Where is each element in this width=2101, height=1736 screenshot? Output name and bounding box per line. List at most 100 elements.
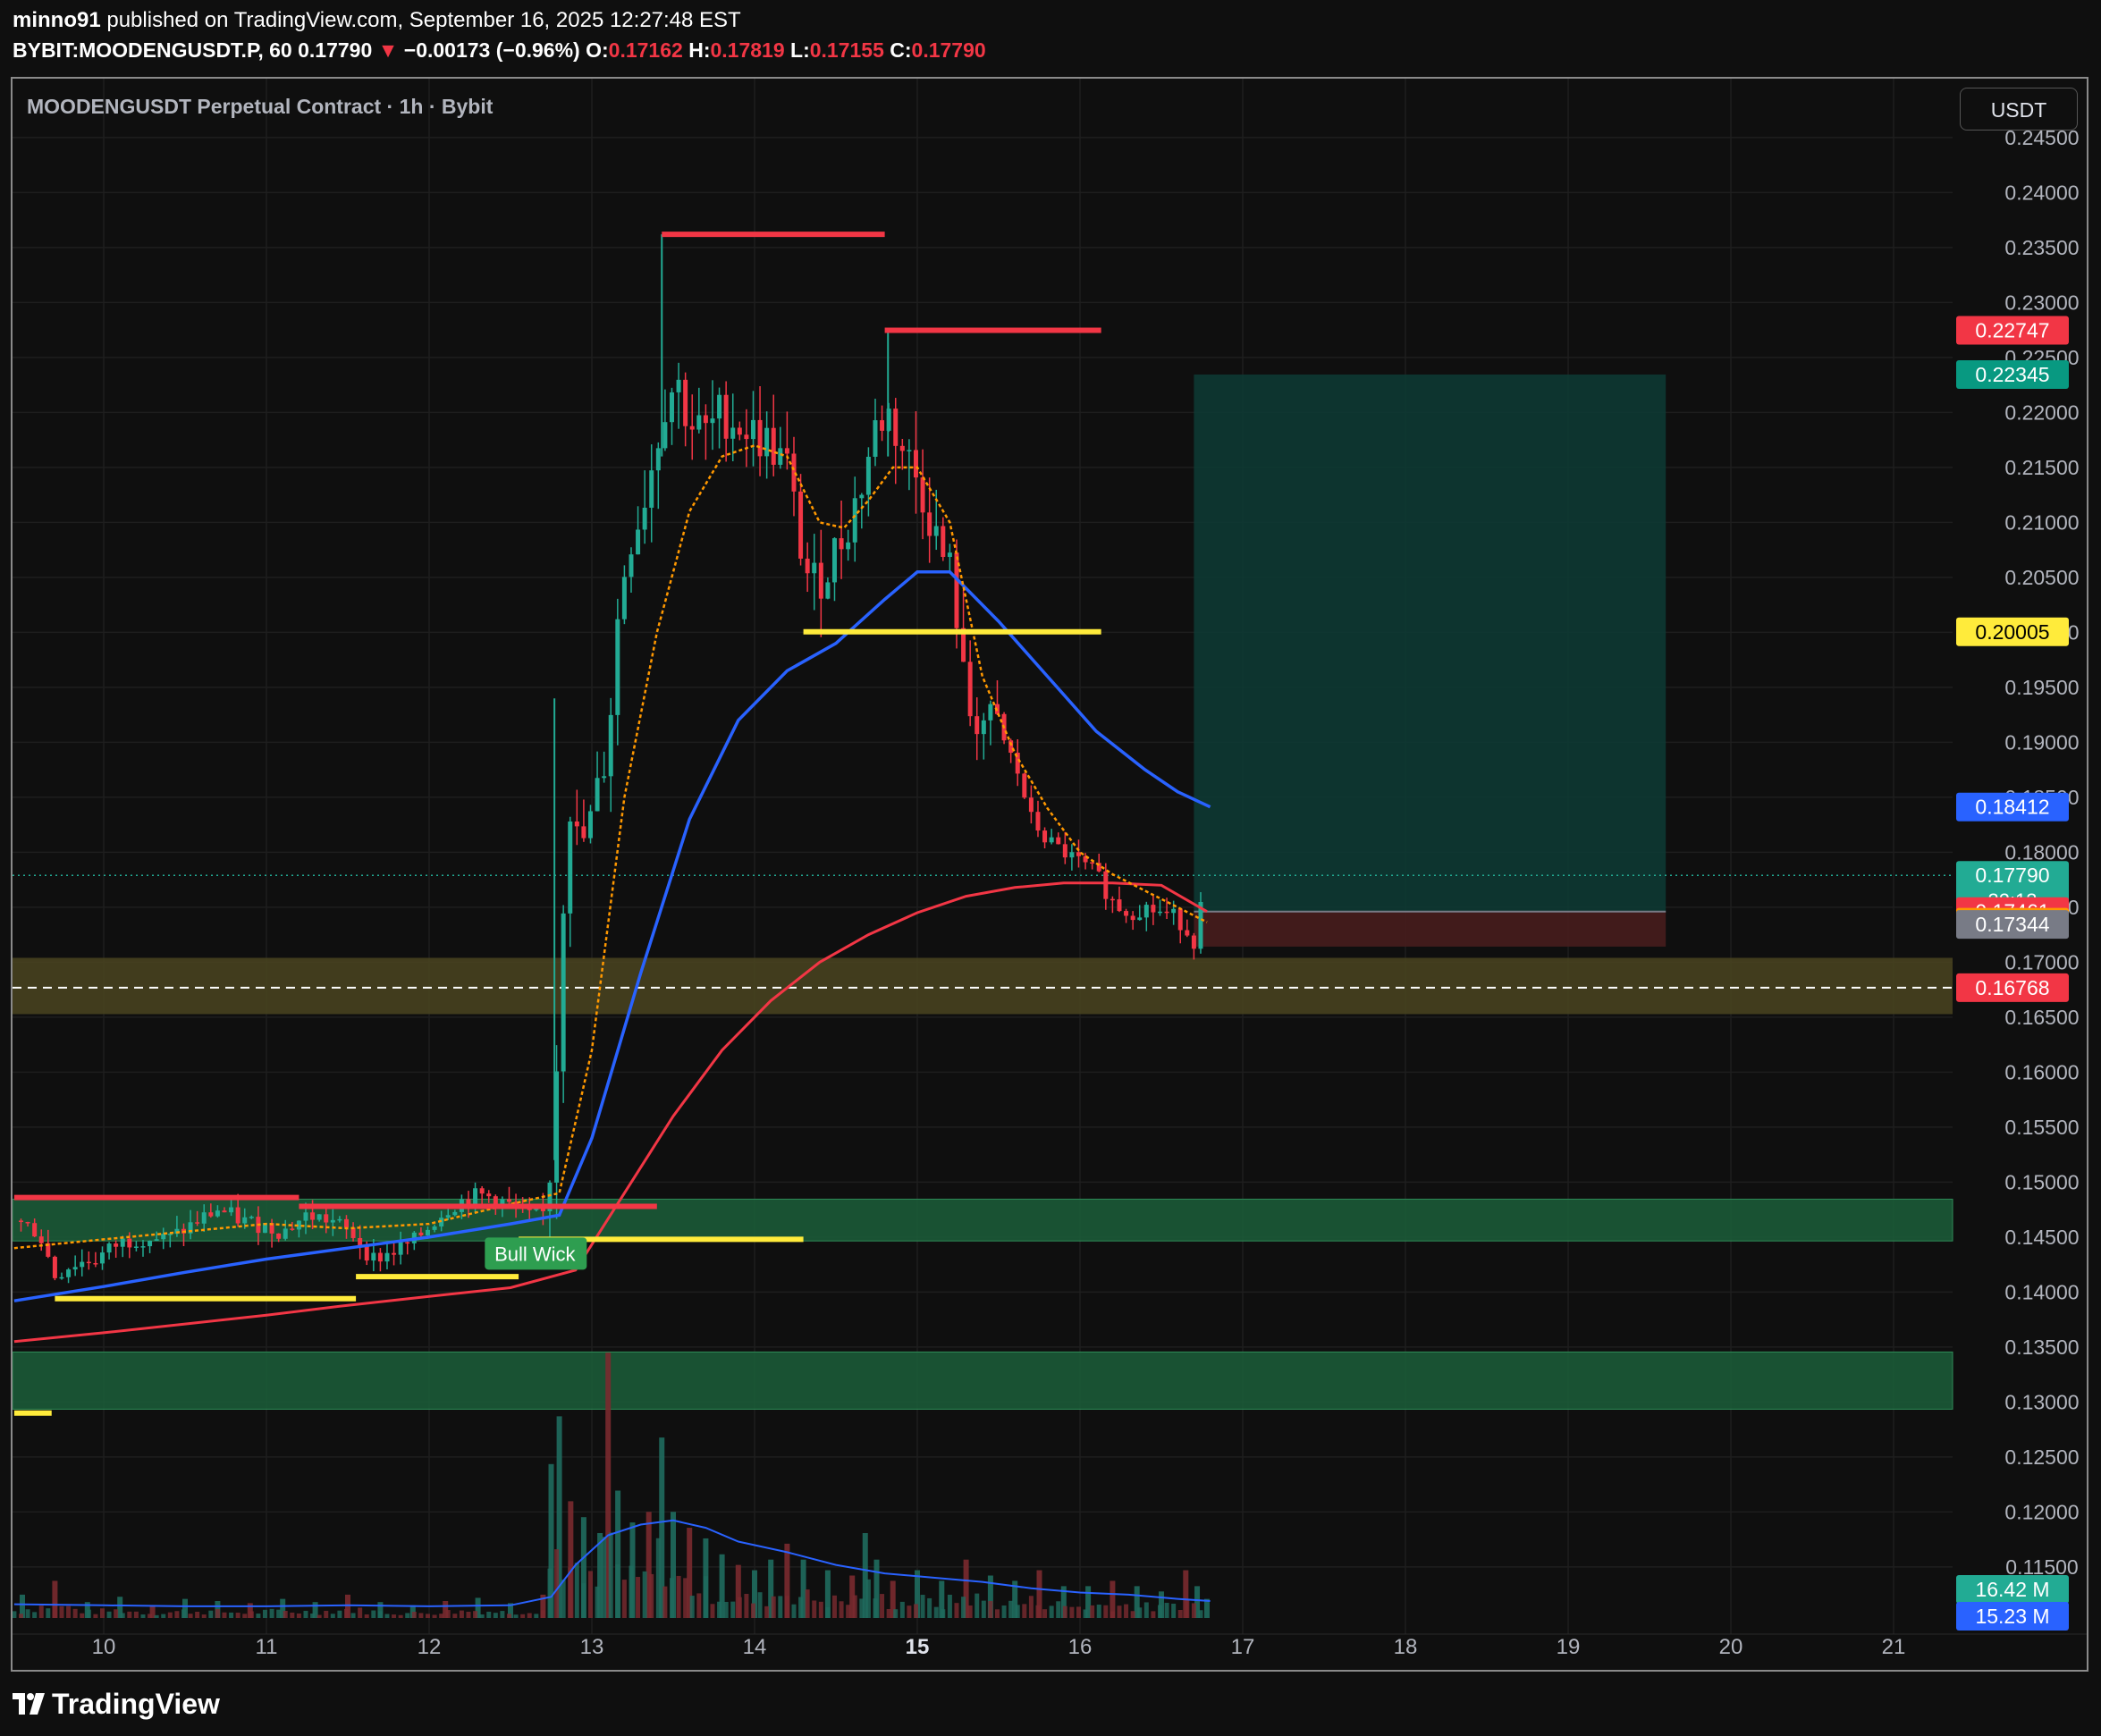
candle-body <box>161 1234 166 1240</box>
volume-bar <box>831 1595 837 1618</box>
volume-bar <box>568 1501 574 1618</box>
volume-bar <box>1069 1606 1075 1618</box>
price-tag-label: 0.17790 <box>1975 864 2049 887</box>
volume-bar <box>72 1608 78 1618</box>
volume-bar <box>1085 1586 1092 1618</box>
candle-body <box>316 1214 322 1220</box>
price-tag-label: 0.18412 <box>1975 796 2049 819</box>
candle-body <box>703 415 708 424</box>
candle-body <box>669 392 674 423</box>
volume-bar <box>595 1586 600 1618</box>
price-tag <box>1956 973 2069 1002</box>
time-tick-label: 17 <box>1231 1635 1255 1659</box>
candle-body <box>80 1261 85 1268</box>
volume-bar <box>547 1568 553 1618</box>
volume-bar <box>80 1613 85 1618</box>
candle-body <box>466 1199 471 1207</box>
volume-bar <box>215 1609 220 1618</box>
volume-bar <box>312 1602 318 1618</box>
candle-body <box>1151 905 1156 913</box>
volume-bar <box>38 1605 44 1618</box>
time-tick-label: 20 <box>1719 1635 1743 1659</box>
volume-bar <box>913 1604 918 1618</box>
volume-bar <box>818 1601 823 1618</box>
volume-bar <box>93 1614 98 1618</box>
candle-body <box>1083 855 1088 863</box>
volume-bar <box>247 1603 253 1618</box>
candle-body <box>195 1222 200 1224</box>
volume-bar <box>899 1601 905 1618</box>
candle-body <box>880 420 885 431</box>
author-name[interactable]: minno91 <box>13 8 101 32</box>
candle-body <box>927 512 932 536</box>
candle-body <box>18 1220 23 1222</box>
candle-body <box>269 1223 274 1234</box>
volume-bar <box>208 1610 214 1618</box>
position-target-zone <box>1194 374 1666 912</box>
volume-bar <box>645 1512 652 1618</box>
footer-brand[interactable]: TradingView <box>13 1686 220 1722</box>
candle-body <box>493 1196 498 1206</box>
price-tag <box>1956 910 2069 940</box>
volume-bar <box>1151 1611 1156 1618</box>
volume-bar <box>358 1607 363 1618</box>
price-tick-label: 0.12000 <box>2004 1500 2079 1523</box>
volume-bar <box>149 1605 156 1618</box>
candle-body <box>86 1261 91 1264</box>
candle-body <box>717 394 722 419</box>
volume-bar <box>1022 1604 1027 1618</box>
volume-bar <box>649 1573 654 1618</box>
time-tick-label: 12 <box>418 1635 442 1659</box>
volume-bar <box>1130 1611 1135 1618</box>
volume-bar <box>392 1614 397 1618</box>
candle-body <box>392 1252 397 1255</box>
volume-bar <box>696 1593 702 1618</box>
chart-canvas[interactable]: Bull Wick0.245000.240000.235000.230000.2… <box>13 79 2087 1670</box>
candle-body <box>839 538 844 550</box>
volume-bar <box>764 1605 770 1618</box>
candle-body <box>831 538 837 583</box>
candle-body <box>296 1220 301 1230</box>
volume-bar <box>534 1614 539 1618</box>
price-tick-label: 0.24000 <box>2004 181 2079 204</box>
candle-body <box>167 1234 173 1235</box>
volume-bar <box>574 1563 579 1618</box>
candle-body <box>1198 901 1203 949</box>
candle-body <box>1096 863 1101 872</box>
volume-bar <box>880 1594 885 1618</box>
candle-body <box>655 448 661 471</box>
volume-bar <box>117 1597 123 1618</box>
time-tick-label: 15 <box>906 1635 930 1659</box>
candles <box>18 362 1203 1284</box>
chart-panel[interactable]: Bull Wick 0.24500 0.24000 0.23500 0.23000 0.2… <box>11 77 2088 1672</box>
volume-bar <box>201 1614 207 1618</box>
volume-bar <box>439 1614 444 1618</box>
volume-bar <box>377 1611 383 1618</box>
candle-body <box>737 427 742 435</box>
price-tick-label: 0.11500 <box>2005 1555 2078 1579</box>
candle-body <box>899 445 905 451</box>
price-tag-label: 0.16768 <box>1975 976 2049 999</box>
price-tick-label: 0.19000 <box>2004 730 2079 754</box>
price-tick-label: 0.16000 <box>2004 1060 2079 1083</box>
volume-bar <box>350 1613 356 1618</box>
volume-bar <box>479 1614 485 1618</box>
candle-body <box>805 558 810 574</box>
volume-bar <box>655 1538 661 1618</box>
currency-button[interactable]: USDT <box>1960 88 2078 131</box>
volume-bar <box>409 1605 416 1618</box>
candle-body <box>1117 899 1122 912</box>
price-tick-label: 0.18000 <box>2004 840 2079 864</box>
candle-body <box>133 1246 139 1248</box>
candle-body <box>662 422 668 449</box>
candle-body <box>235 1207 240 1224</box>
candle-body <box>615 619 620 715</box>
candle-body <box>954 552 959 628</box>
volume-bar <box>994 1609 1000 1618</box>
volume-bar <box>99 1608 105 1618</box>
volume-bar <box>730 1601 736 1618</box>
volume-bar <box>229 1612 234 1618</box>
close-label: C: <box>890 38 912 62</box>
candle-body <box>642 507 647 530</box>
volume-bar <box>963 1559 969 1618</box>
